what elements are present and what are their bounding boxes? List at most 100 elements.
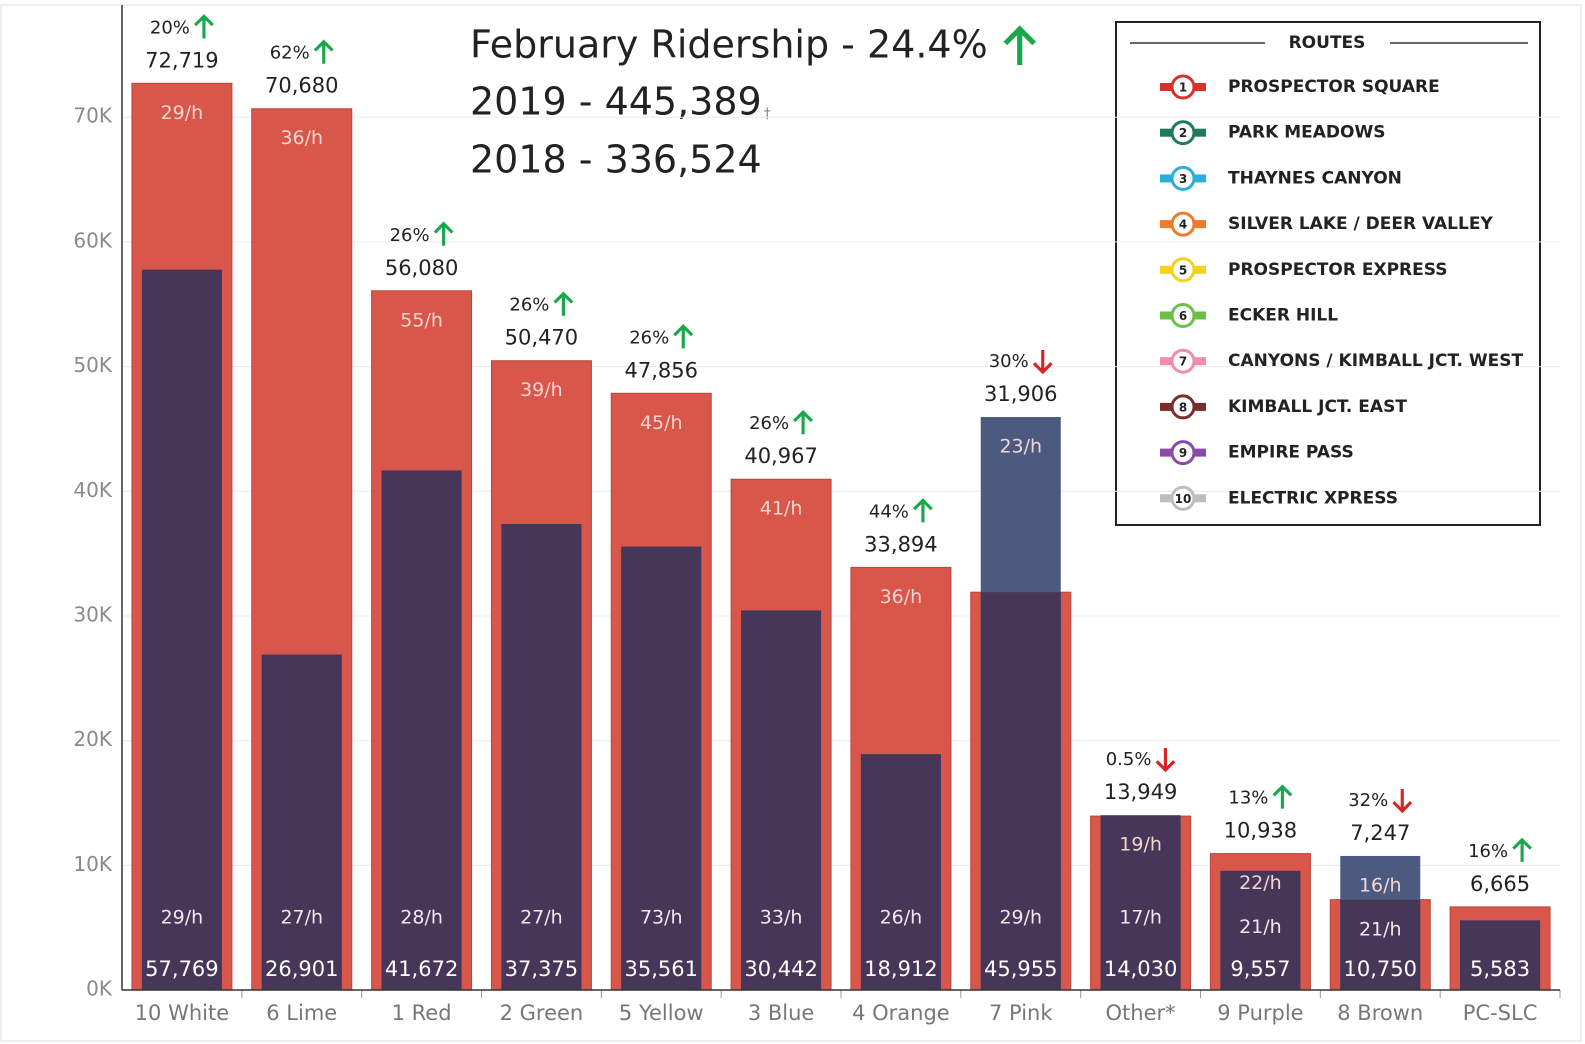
y-tick-label: 10K [73,852,112,876]
change-arrow [1155,748,1176,773]
change-label: 26% [509,295,549,316]
rate-upper: 55/h [400,309,443,331]
value-label: 13,949 [1104,780,1177,804]
bar-overlap [501,523,582,990]
legend-label: KIMBALL JCT. EAST [1228,397,1407,417]
y-tick-label: 30K [73,602,112,626]
value-label: 33,894 [864,532,937,556]
legend-number: 3 [1179,172,1187,186]
legend-label: PARK MEADOWS [1228,123,1385,143]
legend-label: ELECTRIC XPRESS [1228,488,1398,508]
legend-badge [1170,394,1196,420]
y-tick-label: 20K [73,727,112,751]
rate-lower: 27/h [520,907,563,929]
rate-upper: 36/h [280,127,323,149]
x-tick-label: 6 Lime [266,1001,337,1025]
legend-number: 10 [1175,492,1192,506]
change-arrow [1272,784,1293,809]
change-label: 30% [989,351,1029,372]
value-label: 50,470 [505,326,578,350]
x-tick-label: 2 Green [500,1001,584,1025]
bar-overlap [141,269,222,990]
legend-label: ECKER HILL [1228,306,1338,326]
legend-badge [1170,165,1196,191]
value-label: 10,938 [1224,819,1297,843]
change-arrow [1032,350,1053,375]
change-arrow [913,498,933,523]
rate-lower: 26/h [880,907,923,929]
y-tick-label: 60K [73,228,112,252]
legend-number: 5 [1179,263,1187,277]
value-label: 70,680 [265,74,338,98]
subtitle-mark: † [764,106,771,122]
rate-lower: 21/h [1239,916,1282,938]
rate-lower: 17/h [1119,907,1162,929]
bar-overlap [1340,899,1421,990]
bottom-value-label: 57,769 [145,957,218,981]
value-label: 40,967 [744,444,817,468]
x-tick-label: 10 White [135,1001,229,1025]
legend-number: 1 [1179,81,1187,95]
change-label: 62% [270,43,310,64]
change-arrow [553,291,574,316]
rate-lower: 21/h [1359,918,1402,940]
legend-label: CANYONS / KIMBALL JCT. WEST [1228,351,1523,371]
legend-number: 7 [1179,355,1187,369]
y-tick-label: 50K [73,353,112,377]
legend-badge [1170,303,1196,328]
legend-badge [1170,74,1196,100]
bottom-value-label: 41,672 [385,957,458,981]
change-label: 26% [390,225,430,246]
bottom-value-label: 10,750 [1344,957,1417,981]
change-arrow [793,409,814,435]
legend-badge [1170,211,1196,237]
legend-number: 4 [1179,218,1187,232]
legend-number: 2 [1179,126,1187,140]
x-tick-label: 3 Blue [748,1001,815,1025]
change-arrow [194,14,214,39]
rate-upper: 29/h [161,102,204,124]
bottom-value-label: 45,955 [984,957,1057,981]
rate-lower: 29/h [999,907,1042,929]
change-label: 13% [1228,788,1268,809]
bottom-value-label: 35,561 [625,957,698,981]
change-arrow [673,324,694,349]
change-label: 16% [1468,841,1508,862]
bottom-value-label: 30,442 [744,957,817,981]
bar-overlap [1460,920,1541,990]
bottom-value-label: 18,912 [864,957,937,981]
change-label: 44% [869,501,909,522]
bar-overlap [860,754,941,990]
bar-overlap [1220,870,1301,990]
y-tick-label: 0K [86,977,113,1001]
rate-lower: 33/h [760,907,803,929]
value-label: 47,856 [625,358,698,382]
rate-upper: 16/h [1359,874,1402,896]
bar-overlap [261,654,342,990]
value-label: 31,906 [984,382,1057,406]
rate-lower: 29/h [161,907,204,929]
legend-title: ROUTES [1289,33,1366,53]
x-tick-label: Other* [1106,1001,1176,1025]
rate-upper: 22/h [1239,872,1282,894]
subtitle-2018: 2018 - 336,524 [470,138,762,182]
value-label: 6,665 [1470,872,1530,896]
rate-upper: 45/h [640,412,683,434]
legend-number: 9 [1179,446,1187,460]
bottom-value-label: 5,583 [1470,957,1530,981]
change-label: 0.5% [1106,749,1152,770]
value-label: 56,080 [385,256,458,280]
legend-number: 8 [1179,400,1187,414]
rate-upper: 39/h [520,379,563,401]
rate-upper: 23/h [999,436,1042,458]
bar-overlap [980,592,1061,990]
value-label: 7,247 [1350,821,1410,845]
rate-lower: 28/h [400,907,443,929]
x-tick-label: 5 Yellow [619,1001,704,1025]
rate-upper: 19/h [1119,834,1162,856]
y-tick-label: 70K [73,104,112,128]
change-arrow [1392,788,1413,814]
legend-badge [1170,440,1196,466]
change-label: 26% [749,413,789,434]
